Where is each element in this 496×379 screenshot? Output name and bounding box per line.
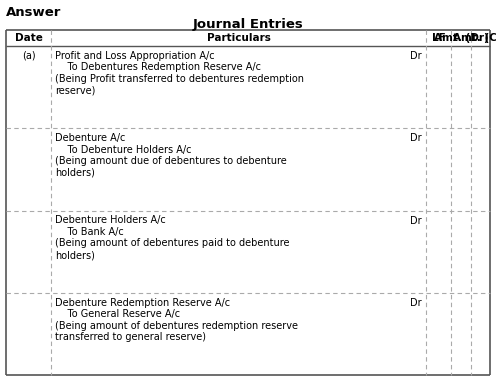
Text: (a): (a) (22, 51, 36, 61)
Text: reserve): reserve) (56, 86, 96, 96)
Text: To Debenture Holders A/c: To Debenture Holders A/c (56, 145, 192, 155)
Text: Profit and Loss Appropriation A/c: Profit and Loss Appropriation A/c (56, 51, 215, 61)
Text: transferred to general reserve): transferred to general reserve) (56, 332, 206, 342)
Text: holders): holders) (56, 250, 95, 260)
Text: Dr: Dr (411, 133, 422, 143)
Text: Amt. (Dr): Amt. (Dr) (434, 33, 489, 43)
Text: Debenture Holders A/c: Debenture Holders A/c (56, 216, 166, 226)
Text: Dr: Dr (411, 216, 422, 226)
Text: Date: Date (15, 33, 43, 43)
Text: Debenture Redemption Reserve A/c: Debenture Redemption Reserve A/c (56, 298, 231, 308)
Text: To Debentures Redemption Reserve A/c: To Debentures Redemption Reserve A/c (56, 63, 261, 72)
Text: LF: LF (432, 33, 445, 43)
Text: To Bank A/c: To Bank A/c (56, 227, 124, 237)
Text: Dr: Dr (411, 298, 422, 308)
Text: To General Reserve A/c: To General Reserve A/c (56, 309, 181, 319)
Text: (Being Profit transferred to debentures redemption: (Being Profit transferred to debentures … (56, 74, 305, 84)
Text: (Being amount due of debentures to debenture: (Being amount due of debentures to deben… (56, 156, 287, 166)
Text: Particulars: Particulars (207, 33, 271, 43)
Text: Journal Entries: Journal Entries (192, 18, 304, 31)
Text: Dr: Dr (411, 51, 422, 61)
Text: Debenture A/c: Debenture A/c (56, 133, 126, 143)
Text: (Being amount of debentures redemption reserve: (Being amount of debentures redemption r… (56, 321, 299, 331)
Text: Amt. (Cr): Amt. (Cr) (453, 33, 496, 43)
Text: (Being amount of debentures paid to debenture: (Being amount of debentures paid to debe… (56, 238, 290, 249)
Text: Answer: Answer (6, 6, 62, 19)
Text: holders): holders) (56, 168, 95, 178)
